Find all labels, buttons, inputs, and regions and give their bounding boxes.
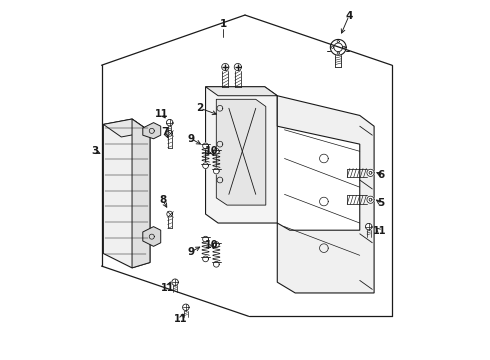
Polygon shape — [214, 148, 219, 154]
Text: 11: 11 — [174, 314, 188, 324]
Polygon shape — [172, 279, 178, 285]
Polygon shape — [203, 256, 208, 262]
Polygon shape — [367, 169, 374, 176]
Polygon shape — [167, 120, 173, 126]
Polygon shape — [234, 63, 242, 71]
Polygon shape — [183, 304, 189, 311]
Text: 7: 7 — [162, 127, 169, 136]
Polygon shape — [167, 211, 172, 217]
Text: 11: 11 — [373, 226, 386, 236]
Polygon shape — [203, 236, 208, 242]
Polygon shape — [103, 119, 150, 268]
Polygon shape — [167, 131, 172, 136]
Polygon shape — [205, 87, 277, 223]
Polygon shape — [367, 196, 374, 203]
Text: 2: 2 — [196, 103, 204, 113]
Polygon shape — [330, 40, 346, 55]
Text: 3: 3 — [92, 146, 98, 156]
Polygon shape — [214, 261, 219, 267]
Text: 1: 1 — [220, 19, 227, 29]
Polygon shape — [103, 119, 150, 137]
Text: 11: 11 — [155, 109, 169, 119]
Polygon shape — [216, 99, 266, 205]
Polygon shape — [143, 226, 161, 246]
Polygon shape — [143, 123, 161, 139]
Polygon shape — [214, 168, 219, 174]
Text: 5: 5 — [378, 198, 385, 208]
Text: 10: 10 — [205, 146, 219, 156]
Polygon shape — [205, 87, 277, 96]
Polygon shape — [214, 242, 219, 247]
Text: 8: 8 — [159, 195, 166, 205]
Text: 4: 4 — [345, 11, 353, 21]
Polygon shape — [277, 96, 374, 293]
Text: 10: 10 — [205, 239, 219, 249]
Polygon shape — [203, 163, 208, 168]
Text: 6: 6 — [378, 170, 385, 180]
Text: 9: 9 — [188, 247, 195, 257]
Polygon shape — [221, 63, 229, 71]
Polygon shape — [203, 143, 208, 149]
Text: 11: 11 — [161, 283, 174, 293]
Polygon shape — [366, 224, 372, 230]
Text: 9: 9 — [188, 134, 195, 144]
Polygon shape — [132, 119, 150, 268]
